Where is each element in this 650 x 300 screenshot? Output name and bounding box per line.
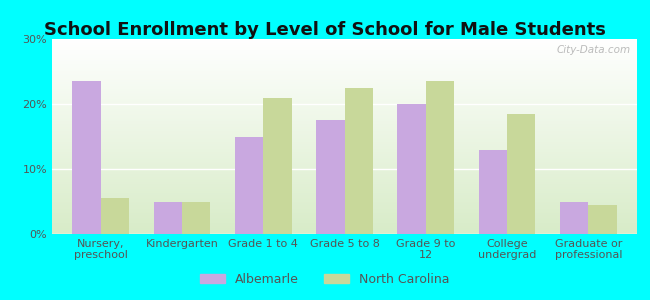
Bar <box>397 104 426 234</box>
Bar <box>72 81 101 234</box>
Bar <box>182 202 211 234</box>
Text: School Enrollment by Level of School for Male Students: School Enrollment by Level of School for… <box>44 21 606 39</box>
Text: City-Data.com: City-Data.com <box>557 45 631 55</box>
Legend: Albemarle, North Carolina: Albemarle, North Carolina <box>195 268 455 291</box>
Bar <box>344 88 373 234</box>
Bar <box>588 205 617 234</box>
Bar <box>235 136 263 234</box>
Bar <box>426 81 454 234</box>
Bar <box>101 198 129 234</box>
Bar <box>263 98 292 234</box>
Bar <box>507 114 536 234</box>
Bar <box>478 149 507 234</box>
Bar <box>560 202 588 234</box>
Bar <box>153 202 182 234</box>
Bar <box>316 120 344 234</box>
